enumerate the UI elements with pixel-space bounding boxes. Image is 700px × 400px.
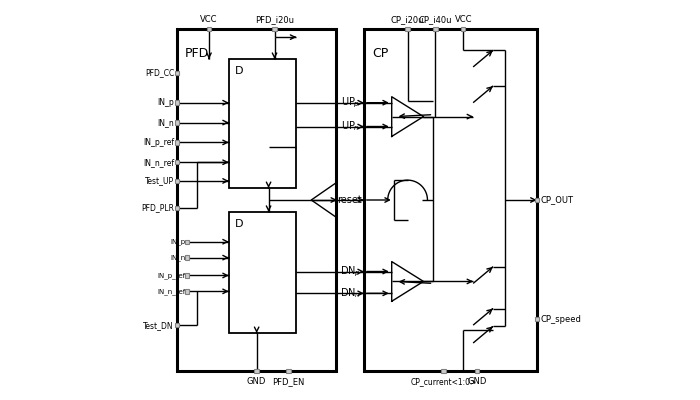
Text: VCC: VCC	[200, 15, 218, 24]
Text: PFD_CC: PFD_CC	[145, 68, 174, 77]
Bar	[175, 179, 179, 183]
Bar	[229, 59, 296, 188]
Text: PFD_PLR: PFD_PLR	[141, 204, 174, 212]
Text: VCC: VCC	[454, 15, 472, 24]
Text: UP$_p$: UP$_p$	[340, 96, 360, 110]
Text: CP_OUT: CP_OUT	[540, 196, 574, 204]
Text: PFD: PFD	[186, 46, 209, 60]
Bar	[535, 317, 539, 321]
Text: PFD_EN: PFD_EN	[272, 377, 304, 386]
Text: IN_p_ref: IN_p_ref	[143, 138, 174, 147]
Text: D: D	[234, 219, 244, 229]
Text: IN_n: IN_n	[158, 118, 174, 127]
Text: GND: GND	[468, 377, 486, 386]
Bar	[229, 212, 296, 333]
Text: reset: reset	[337, 195, 363, 205]
Text: PFD_i20u: PFD_i20u	[255, 15, 294, 24]
Bar	[185, 240, 189, 244]
Bar	[364, 29, 537, 371]
Bar	[185, 273, 189, 278]
Bar	[433, 27, 438, 31]
Bar	[272, 27, 276, 31]
Bar	[175, 160, 179, 164]
Bar	[255, 369, 259, 373]
Bar	[405, 27, 409, 31]
Text: IN_p: IN_p	[158, 98, 174, 107]
Bar	[535, 198, 539, 202]
Text: CP_i40u: CP_i40u	[419, 15, 452, 24]
Bar	[175, 120, 179, 125]
Bar	[475, 369, 480, 373]
Text: CP_current<1:0>: CP_current<1:0>	[410, 377, 477, 386]
Bar	[185, 256, 189, 260]
Bar	[185, 289, 189, 294]
Text: Test_UP: Test_UP	[145, 176, 174, 186]
Bar	[206, 27, 211, 31]
Text: GND: GND	[247, 377, 266, 386]
Text: DN$_p$: DN$_p$	[340, 264, 360, 279]
Text: UP$_n$: UP$_n$	[341, 120, 359, 134]
Bar	[175, 71, 179, 75]
Bar	[175, 206, 179, 210]
Bar	[461, 27, 466, 31]
Bar	[175, 140, 179, 144]
Bar	[441, 369, 445, 373]
Text: IN_p_ref: IN_p_ref	[157, 272, 186, 279]
Text: IN_n_ref: IN_n_ref	[157, 288, 186, 295]
Bar	[175, 323, 179, 327]
Text: IN_n_ref: IN_n_ref	[143, 158, 174, 167]
Text: IN_p: IN_p	[170, 238, 186, 245]
Text: CP: CP	[372, 46, 388, 60]
Text: D: D	[234, 66, 244, 76]
Text: CP_i20u: CP_i20u	[391, 15, 424, 24]
Text: CP_speed: CP_speed	[540, 315, 582, 324]
Bar	[177, 29, 336, 371]
Text: IN_n: IN_n	[170, 254, 186, 261]
Text: Test_DN: Test_DN	[144, 321, 174, 330]
Text: DN$_n$: DN$_n$	[340, 286, 360, 300]
Bar	[286, 369, 290, 373]
Bar	[175, 100, 179, 105]
